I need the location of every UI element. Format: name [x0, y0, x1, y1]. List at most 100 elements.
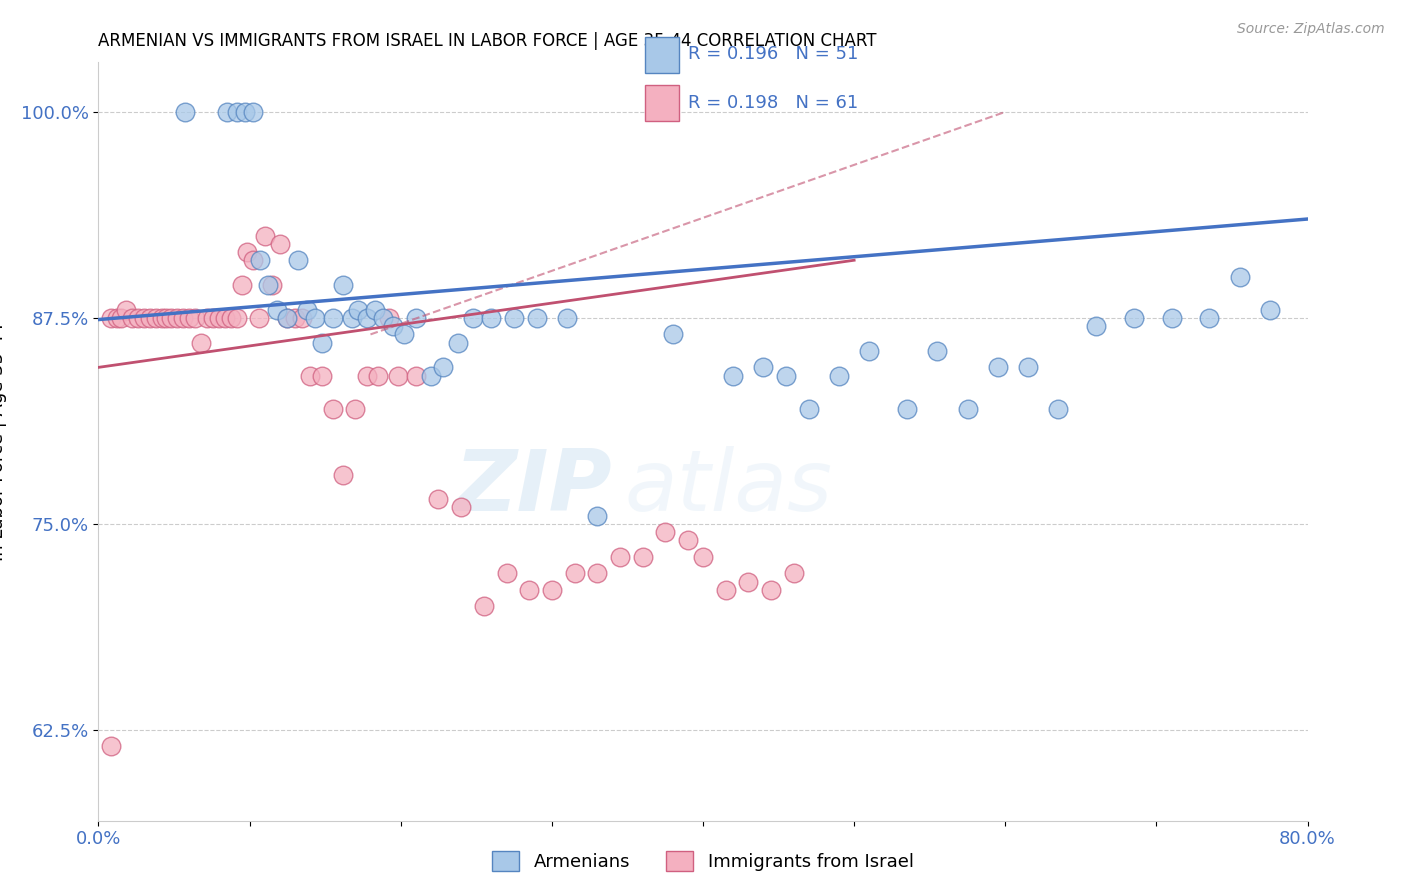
- Point: [322, 310, 344, 325]
- Point: [723, 368, 745, 383]
- Point: [1160, 310, 1182, 325]
- Point: [775, 368, 797, 383]
- Text: R = 0.198   N = 61: R = 0.198 N = 61: [688, 94, 858, 112]
- Point: [242, 253, 264, 268]
- Point: [256, 277, 278, 292]
- Point: [392, 327, 415, 342]
- Point: [110, 310, 132, 325]
- Point: [208, 310, 231, 325]
- Point: [139, 310, 162, 325]
- Point: [202, 310, 225, 325]
- Point: [692, 549, 714, 564]
- Point: [654, 525, 676, 540]
- Point: [1258, 302, 1281, 317]
- Point: [420, 368, 443, 383]
- Point: [105, 310, 128, 325]
- Point: [463, 310, 485, 325]
- Point: [155, 310, 177, 325]
- Point: [266, 302, 288, 317]
- Point: [190, 335, 212, 350]
- Point: [1047, 401, 1070, 416]
- Point: [586, 566, 609, 581]
- Point: [371, 310, 394, 325]
- Point: [322, 401, 344, 416]
- Point: [432, 360, 454, 375]
- Point: [150, 310, 173, 325]
- Point: [311, 335, 333, 350]
- Point: [377, 310, 399, 325]
- Point: [364, 302, 387, 317]
- Point: [226, 310, 249, 325]
- Point: [221, 310, 243, 325]
- Point: [737, 574, 759, 589]
- Point: [405, 310, 427, 325]
- Point: [100, 739, 122, 754]
- Point: [253, 228, 276, 243]
- Point: [287, 253, 309, 268]
- Point: [797, 401, 820, 416]
- Point: [495, 566, 517, 581]
- Point: [304, 310, 326, 325]
- Point: [166, 310, 188, 325]
- Point: [828, 368, 851, 383]
- Point: [526, 310, 548, 325]
- FancyBboxPatch shape: [645, 37, 679, 73]
- Point: [564, 566, 586, 581]
- Point: [242, 104, 264, 119]
- Point: [291, 310, 314, 325]
- Point: [450, 500, 472, 515]
- Point: [100, 310, 122, 325]
- Point: [347, 302, 370, 317]
- Point: [121, 310, 143, 325]
- Text: Source: ZipAtlas.com: Source: ZipAtlas.com: [1237, 22, 1385, 37]
- Point: [295, 302, 318, 317]
- Point: [299, 368, 322, 383]
- Point: [132, 310, 155, 325]
- Point: [481, 310, 503, 325]
- Point: [540, 582, 562, 597]
- Legend: Armenians, Immigrants from Israel: Armenians, Immigrants from Israel: [485, 844, 921, 879]
- Point: [783, 566, 806, 581]
- Point: [427, 492, 450, 507]
- Point: [503, 310, 526, 325]
- Point: [609, 549, 631, 564]
- Point: [173, 104, 195, 119]
- Point: [247, 310, 270, 325]
- Point: [160, 310, 183, 325]
- Text: R = 0.196   N = 51: R = 0.196 N = 51: [688, 45, 858, 63]
- Point: [231, 277, 253, 292]
- Point: [586, 508, 609, 523]
- Point: [1198, 310, 1220, 325]
- Point: [356, 368, 378, 383]
- Point: [661, 327, 683, 342]
- Point: [896, 401, 918, 416]
- Point: [262, 277, 284, 292]
- Point: [172, 310, 194, 325]
- Point: [344, 401, 367, 416]
- Point: [1085, 319, 1108, 334]
- Point: [555, 310, 578, 325]
- Point: [342, 310, 364, 325]
- Point: [752, 360, 775, 375]
- Point: [127, 310, 149, 325]
- Point: [214, 310, 236, 325]
- Point: [276, 310, 298, 325]
- Point: [184, 310, 207, 325]
- Point: [233, 104, 256, 119]
- Point: [472, 599, 495, 614]
- Point: [276, 310, 298, 325]
- Point: [311, 368, 333, 383]
- Point: [631, 549, 654, 564]
- Y-axis label: In Labor Force | Age 35-44: In Labor Force | Age 35-44: [0, 322, 7, 561]
- Point: [332, 467, 354, 482]
- Point: [676, 533, 699, 548]
- Point: [195, 310, 218, 325]
- FancyBboxPatch shape: [645, 86, 679, 121]
- Point: [858, 343, 880, 358]
- Point: [1122, 310, 1144, 325]
- Point: [387, 368, 409, 383]
- Point: [987, 360, 1010, 375]
- Point: [332, 277, 354, 292]
- Point: [405, 368, 427, 383]
- Point: [927, 343, 949, 358]
